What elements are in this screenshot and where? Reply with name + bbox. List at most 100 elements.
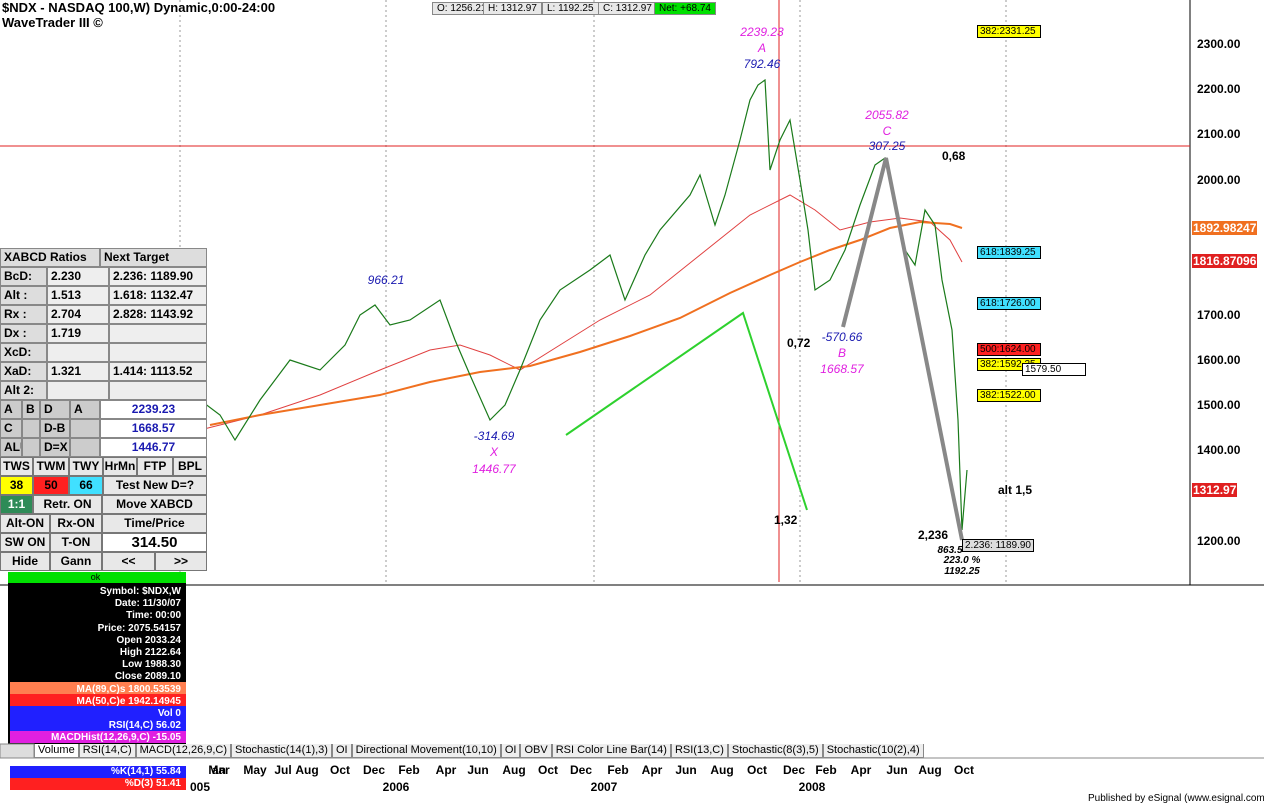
point-cell: D <box>40 400 70 419</box>
study-tab[interactable]: OI <box>331 744 352 758</box>
annotation: -570.66 <box>821 330 863 344</box>
point-cell: A <box>0 400 22 419</box>
study-tab[interactable]: OI <box>500 744 521 758</box>
fib-level: 500:1624.00 <box>977 343 1041 356</box>
info-line: %D(3) 51.41 <box>124 778 181 789</box>
month-label: Aug <box>918 763 942 777</box>
panel-button[interactable]: TWS <box>0 457 33 476</box>
quote-field: C: 1312.97 <box>598 2 657 15</box>
quote-field: H: 1312.97 <box>483 2 542 15</box>
month-label: Oct <box>953 763 975 777</box>
panel-button[interactable]: Test New D=? <box>103 476 207 495</box>
ratio-cell <box>109 324 207 343</box>
panel-button[interactable]: 314.50 <box>102 533 207 552</box>
panel-button[interactable]: Rx-ON <box>50 514 102 533</box>
annotation: 2239.23 <box>740 25 784 39</box>
panel-button[interactable]: TWM <box>33 457 69 476</box>
ratio-cell: BcD: <box>0 267 47 286</box>
panel-button[interactable]: HrMn <box>103 457 137 476</box>
price-label: 1500.00 <box>1197 398 1241 412</box>
price-label: 1400.00 <box>1197 443 1241 457</box>
annotation: 1446.77 <box>472 462 516 476</box>
panel-button[interactable]: SW ON <box>0 533 50 552</box>
point-cell: D-B <box>40 419 70 438</box>
point-cell: 1446.77 <box>100 438 207 457</box>
info-line: Date: 11/30/07 <box>114 598 181 610</box>
month-label: May <box>243 763 267 777</box>
annotation: 0,68 <box>942 149 966 163</box>
annotation: 0,72 <box>787 336 811 350</box>
annotation: 2055.82 <box>865 108 909 122</box>
month-label: Jun <box>675 763 697 777</box>
panel-button[interactable]: 1:1 <box>0 495 33 514</box>
fib-level: 382:2331.25 <box>977 25 1041 38</box>
month-label: Oct <box>537 763 559 777</box>
panel-button[interactable]: << <box>102 552 155 571</box>
point-cell <box>22 419 40 438</box>
info-line: MA(50,C)e 1942.14945 <box>76 695 181 707</box>
band <box>10 731 186 743</box>
price-label: 1200.00 <box>1197 534 1241 548</box>
annotation: 1668.57 <box>820 362 864 376</box>
panel-button[interactable]: TWY <box>69 457 103 476</box>
ratio-cell: Alt : <box>0 286 47 305</box>
point-cell: ALU <box>0 438 22 457</box>
ma-89 <box>209 220 963 426</box>
info-line: MACDHist(12,26,9,C) -15.05 <box>50 732 181 744</box>
panel-button[interactable]: Move XABCD <box>102 495 207 514</box>
panel-button[interactable]: FTP <box>137 457 173 476</box>
study-tab[interactable]: Volume <box>34 744 79 758</box>
panel-button[interactable]: Time/Price <box>102 514 207 533</box>
annotation: 792.46 <box>743 57 781 71</box>
band <box>10 706 186 731</box>
study-tab[interactable]: Stochastic(8(3),5) <box>727 744 823 758</box>
month-label: Feb <box>815 763 837 777</box>
band <box>10 694 186 706</box>
study-tab[interactable]: Directional Movement(10,10) <box>351 744 501 758</box>
month-label: Jun <box>886 763 908 777</box>
ratio-cell: 2.236: 1189.90 <box>109 267 207 286</box>
tab-scroll[interactable] <box>0 743 35 759</box>
info-line: Time: 00:00 <box>126 610 181 622</box>
ratio-cell: 1.321 <box>47 362 109 381</box>
ratio-cell <box>47 343 109 362</box>
panel-button[interactable]: 50 <box>33 476 69 495</box>
study-tab[interactable]: RSI(13,C) <box>670 744 728 758</box>
ratio-cell <box>109 343 207 362</box>
panel-button[interactable]: 66 <box>69 476 103 495</box>
study-tab[interactable]: RSI Color Line Bar(14) <box>551 744 671 758</box>
year-label: 2006 <box>382 780 410 794</box>
year-label: 005 <box>190 780 211 794</box>
annotation: 2,236 <box>918 528 949 542</box>
month-label: Apr <box>435 763 457 777</box>
month-label: Feb <box>398 763 420 777</box>
info-line: Symbol: $NDX,W <box>99 586 181 597</box>
price-label: 2300.00 <box>1197 37 1241 51</box>
point-cell: 2239.23 <box>100 400 207 419</box>
panel-button[interactable]: >> <box>155 552 207 571</box>
panel-button[interactable]: 38 <box>0 476 33 495</box>
panel-button[interactable]: BPL <box>173 457 207 476</box>
study-tab[interactable]: MACD(12,26,9,C) <box>135 744 232 758</box>
panel-button[interactable]: Hide <box>0 552 50 571</box>
month-label: Dec <box>362 763 386 777</box>
study-tab[interactable]: Stochastic(10(2),4) <box>822 744 924 758</box>
chart-title: $NDX - NASDAQ 100,W) Dynamic,0:00-24:00 <box>2 0 276 15</box>
annotation: 2.236: 1189.90 <box>962 539 1034 552</box>
panel-button[interactable]: Retr. ON <box>33 495 102 514</box>
panel-button[interactable]: Alt-ON <box>0 514 50 533</box>
year-label: 2008 <box>798 780 826 794</box>
study-tab[interactable]: OBV <box>520 744 552 758</box>
annotation: 307.25 <box>868 139 906 153</box>
quote-field: L: 1192.25 <box>542 2 599 15</box>
study-tab[interactable]: RSI(14,C) <box>78 744 136 758</box>
annotation: 1192.25 <box>944 566 980 577</box>
panel-button[interactable]: Gann <box>50 552 102 571</box>
ratio-cell <box>109 381 207 400</box>
info-line: Close 2089.10 <box>114 671 181 683</box>
fib-level: 1579.50 <box>1022 363 1086 376</box>
panel-button[interactable]: T-ON <box>50 533 102 552</box>
month-label: Aug <box>710 763 734 777</box>
study-tab[interactable]: Stochastic(14(1),3) <box>231 744 332 758</box>
ratio-cell: Rx : <box>0 305 47 324</box>
